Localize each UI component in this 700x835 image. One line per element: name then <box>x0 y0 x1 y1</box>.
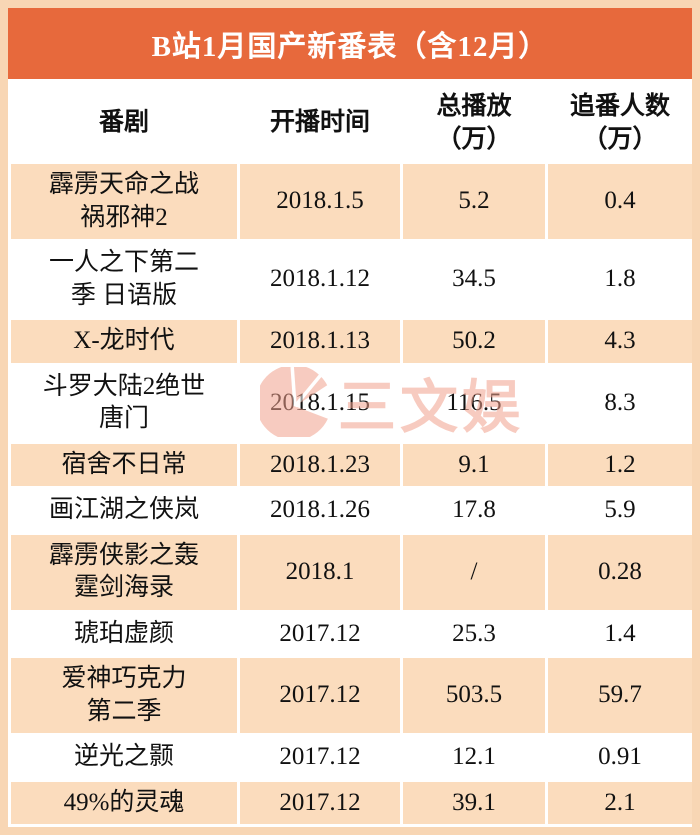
anime-name-cell: 霹雳侠影之轰 霆剑海录 <box>8 531 240 613</box>
total-plays-cell: 17.8 <box>400 486 548 535</box>
header-followers: 追番人数 （万） <box>545 83 692 164</box>
followers-cell: 59.7 <box>545 655 692 736</box>
followers-cell: 2.1 <box>545 778 692 827</box>
followers-cell: 1.8 <box>545 239 692 320</box>
anime-table: 番剧 开播时间 总播放 （万） 追番人数 （万） 霹雳天命之战 祸邪神2 201… <box>8 83 692 827</box>
anime-name-cell: 宿舍不日常 <box>8 440 240 489</box>
anime-name-cell: 49%的灵魂 <box>8 778 240 827</box>
total-plays-cell: 25.3 <box>400 609 548 658</box>
table-row: 霹雳侠影之轰 霆剑海录 2018.1 / 0.28 <box>8 531 692 613</box>
total-plays-cell: 116.5 <box>400 362 548 444</box>
total-plays-cell: 12.1 <box>400 733 548 782</box>
air-date-cell: 2018.1.5 <box>237 161 403 242</box>
table-row: 49%的灵魂 2017.12 39.1 2.1 <box>8 778 692 827</box>
anime-name-cell: 霹雳天命之战 祸邪神2 <box>8 161 240 242</box>
air-date-cell: 2017.12 <box>237 778 403 827</box>
total-plays-cell: 9.1 <box>400 440 548 489</box>
table-row: 爱神巧克力 第二季 2017.12 503.5 59.7 <box>8 655 692 736</box>
followers-cell: 0.28 <box>545 531 692 613</box>
total-plays-cell: / <box>400 531 548 613</box>
air-date-cell: 2018.1.12 <box>237 239 403 320</box>
anime-name-cell: 一人之下第二 季 日语版 <box>8 239 240 320</box>
table-row: X-龙时代 2018.1.13 50.2 4.3 <box>8 317 692 366</box>
total-plays-cell: 5.2 <box>400 161 548 242</box>
air-date-cell: 2018.1.26 <box>237 486 403 535</box>
followers-cell: 0.4 <box>545 161 692 242</box>
anime-name-cell: 逆光之颢 <box>8 733 240 782</box>
anime-name-cell: X-龙时代 <box>8 317 240 366</box>
header-row: 番剧 开播时间 总播放 （万） 追番人数 （万） <box>8 83 692 164</box>
table-row: 宿舍不日常 2018.1.23 9.1 1.2 <box>8 440 692 489</box>
table-row: 画江湖之侠岚 2018.1.26 17.8 5.9 <box>8 486 692 535</box>
table-body: 霹雳天命之战 祸邪神2 2018.1.5 5.2 0.4 一人之下第二 季 日语… <box>8 161 692 827</box>
table-header: 番剧 开播时间 总播放 （万） 追番人数 （万） <box>8 83 692 164</box>
air-date-cell: 2017.12 <box>237 655 403 736</box>
air-date-cell: 2018.1 <box>237 531 403 613</box>
followers-cell: 5.9 <box>545 486 692 535</box>
table-row: 斗罗大陆2绝世 唐门 2018.1.15 116.5 8.3 <box>8 362 692 444</box>
followers-cell: 1.2 <box>545 440 692 489</box>
page-title: B站1月国产新番表（含12月） <box>8 8 692 83</box>
followers-cell: 1.4 <box>545 609 692 658</box>
total-plays-cell: 34.5 <box>400 239 548 320</box>
total-plays-cell: 503.5 <box>400 655 548 736</box>
air-date-cell: 2018.1.23 <box>237 440 403 489</box>
air-date-cell: 2018.1.15 <box>237 362 403 444</box>
table-row: 琥珀虚颜 2017.12 25.3 1.4 <box>8 609 692 658</box>
followers-cell: 8.3 <box>545 362 692 444</box>
header-plays: 总播放 （万） <box>400 83 548 164</box>
total-plays-cell: 50.2 <box>400 317 548 366</box>
table-row: 一人之下第二 季 日语版 2018.1.12 34.5 1.8 <box>8 239 692 320</box>
anime-name-cell: 琥珀虚颜 <box>8 609 240 658</box>
followers-cell: 4.3 <box>545 317 692 366</box>
header-anime: 番剧 <box>8 83 240 164</box>
table-row: 霹雳天命之战 祸邪神2 2018.1.5 5.2 0.4 <box>8 161 692 242</box>
anime-name-cell: 斗罗大陆2绝世 唐门 <box>8 362 240 444</box>
followers-cell: 0.91 <box>545 733 692 782</box>
air-date-cell: 2018.1.13 <box>237 317 403 366</box>
anime-name-cell: 爱神巧克力 第二季 <box>8 655 240 736</box>
table-row: 逆光之颢 2017.12 12.1 0.91 <box>8 733 692 782</box>
anime-name-cell: 画江湖之侠岚 <box>8 486 240 535</box>
header-date: 开播时间 <box>237 83 403 164</box>
air-date-cell: 2017.12 <box>237 609 403 658</box>
total-plays-cell: 39.1 <box>400 778 548 827</box>
air-date-cell: 2017.12 <box>237 733 403 782</box>
